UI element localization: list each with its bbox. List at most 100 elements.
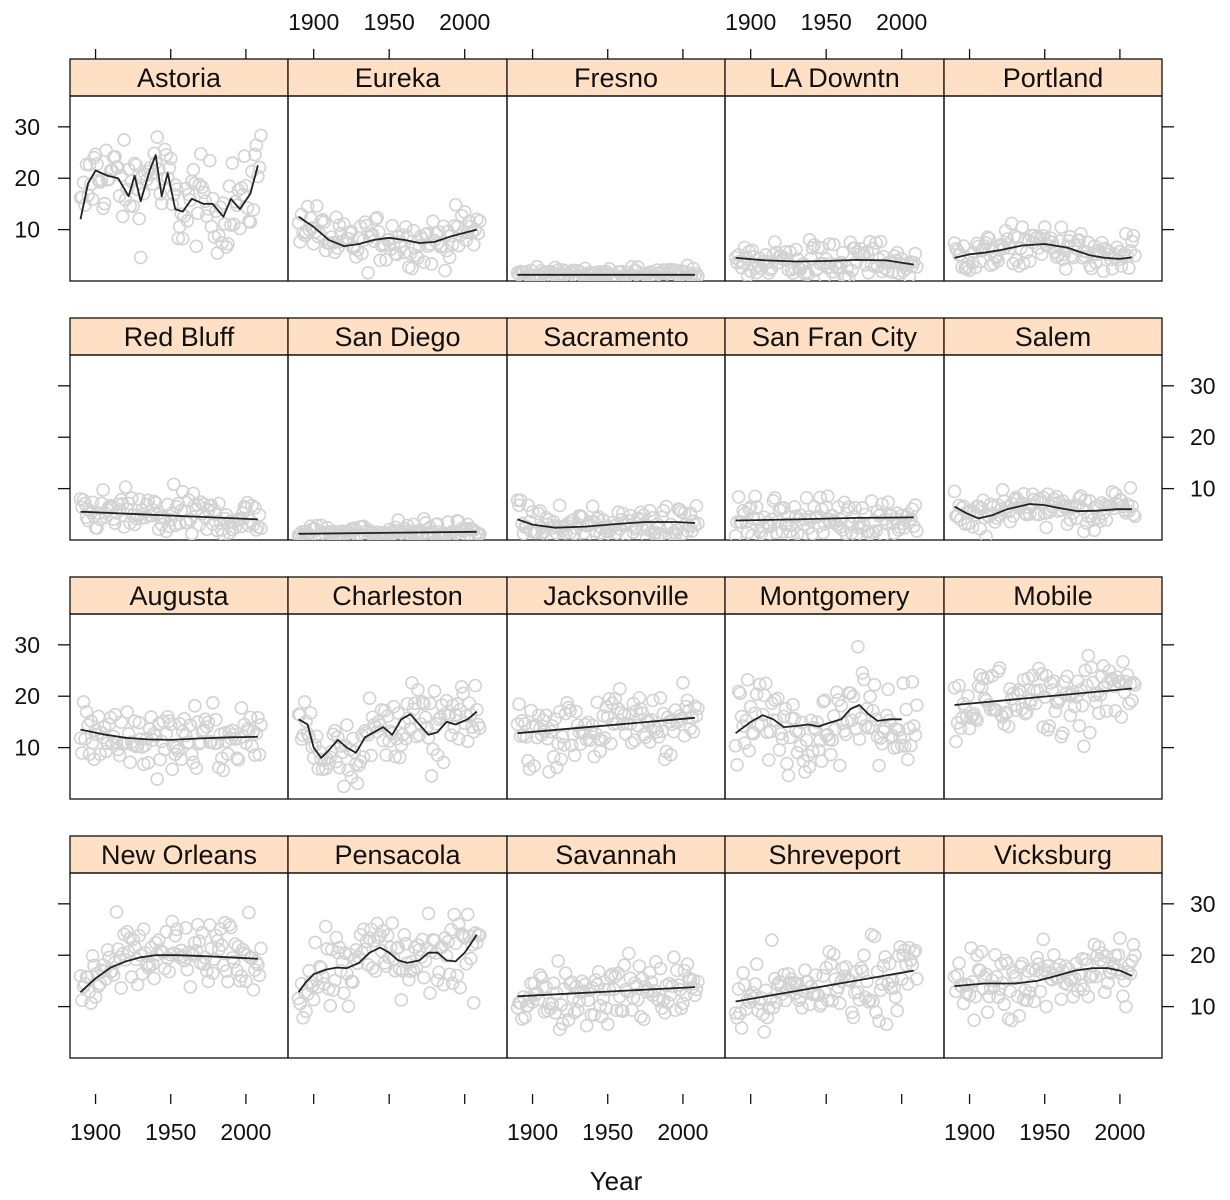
- data-point: [473, 214, 487, 229]
- data-point: [127, 156, 142, 171]
- data-point: [355, 945, 369, 960]
- data-point: [893, 731, 908, 745]
- data-point: [192, 934, 207, 949]
- x-axis-col3-top: [531, 49, 684, 59]
- data-point: [417, 970, 431, 985]
- data-point: [1046, 948, 1061, 962]
- y-axis-row4-left: [58, 903, 70, 1008]
- data-point: [965, 975, 980, 989]
- data-point: [1093, 514, 1108, 528]
- data-point: [206, 695, 220, 710]
- data-point: [442, 967, 457, 982]
- data-point: [227, 955, 241, 969]
- strip-label: Fresno: [574, 63, 658, 93]
- data-point: [896, 676, 911, 691]
- data-point: [903, 512, 918, 526]
- data-point: [974, 944, 989, 959]
- strip: [943, 835, 1163, 874]
- data-point: [165, 762, 180, 777]
- data-point: [251, 169, 265, 184]
- data-point: [683, 721, 698, 736]
- data-point: [783, 245, 797, 259]
- smooth-line: [954, 967, 1133, 987]
- strip: [69, 576, 289, 615]
- data-point: [361, 266, 375, 280]
- panel-astoria: Astoria: [69, 58, 289, 282]
- data-point: [632, 691, 647, 705]
- data-point: [637, 1012, 651, 1027]
- data-point: [466, 237, 481, 252]
- data-point: [952, 678, 966, 693]
- data-point: [248, 748, 262, 762]
- data-point: [1123, 967, 1138, 981]
- data-point: [133, 250, 148, 265]
- data-point: [1054, 992, 1069, 1007]
- data-point: [1128, 248, 1142, 263]
- data-point: [977, 691, 992, 706]
- data-point: [962, 988, 977, 1002]
- data-point: [795, 1000, 809, 1015]
- data-point: [252, 968, 267, 983]
- strip-label: Montgomery: [759, 581, 910, 611]
- data-point: [1027, 994, 1042, 1009]
- data-point: [117, 132, 131, 147]
- data-point: [881, 682, 895, 697]
- data-point: [473, 721, 487, 735]
- data-point: [653, 961, 668, 976]
- data-point: [382, 522, 396, 537]
- data-point: [819, 960, 833, 975]
- data-point: [816, 525, 830, 540]
- data-point: [777, 709, 791, 724]
- data-point: [189, 239, 204, 254]
- data-point: [608, 969, 623, 984]
- data-point: [1083, 725, 1097, 740]
- data-point: [314, 961, 329, 975]
- data-point: [549, 760, 564, 775]
- data-point: [737, 240, 752, 255]
- data-point: [908, 943, 923, 958]
- data-point: [688, 269, 702, 281]
- data-point: [689, 499, 704, 513]
- data-point: [757, 1025, 772, 1039]
- data-point: [968, 989, 983, 1004]
- data-point: [780, 756, 794, 771]
- data-point: [1000, 232, 1014, 246]
- data-point: [554, 752, 568, 767]
- panel-frame: [506, 95, 726, 282]
- data-point: [448, 197, 463, 212]
- data-point: [184, 747, 199, 762]
- data-point: [590, 977, 605, 992]
- y-tick-label: 10: [14, 217, 40, 243]
- data-point: [228, 520, 243, 535]
- data-point: [209, 204, 223, 219]
- data-point: [332, 760, 347, 775]
- data-point: [1084, 969, 1099, 984]
- strip-label: Pensacola: [334, 840, 461, 870]
- data-point: [1039, 999, 1054, 1014]
- strip: [287, 576, 508, 615]
- data-point: [867, 677, 882, 692]
- x-axis-col1-bottom: 1900 1950 2000: [70, 1094, 271, 1145]
- data-point: [786, 697, 800, 712]
- data-point: [251, 958, 265, 972]
- data-point: [515, 713, 529, 728]
- data-point: [658, 1005, 672, 1020]
- data-point: [132, 715, 146, 730]
- data-point: [970, 948, 984, 963]
- points: [73, 477, 268, 540]
- data-point: [1022, 254, 1037, 268]
- data-point: [826, 947, 841, 962]
- data-point: [1117, 246, 1132, 261]
- data-point: [156, 714, 171, 729]
- x-axis-col4-top: 1900 1950 2000: [725, 9, 927, 59]
- data-point: [908, 728, 923, 742]
- data-point: [855, 501, 870, 515]
- strip: [506, 317, 726, 356]
- data-point: [166, 477, 181, 492]
- data-point: [380, 928, 395, 943]
- y-tick-label: 20: [1190, 424, 1216, 450]
- data-point: [180, 213, 195, 228]
- strip-label: Salem: [1015, 322, 1092, 352]
- data-point: [609, 526, 624, 540]
